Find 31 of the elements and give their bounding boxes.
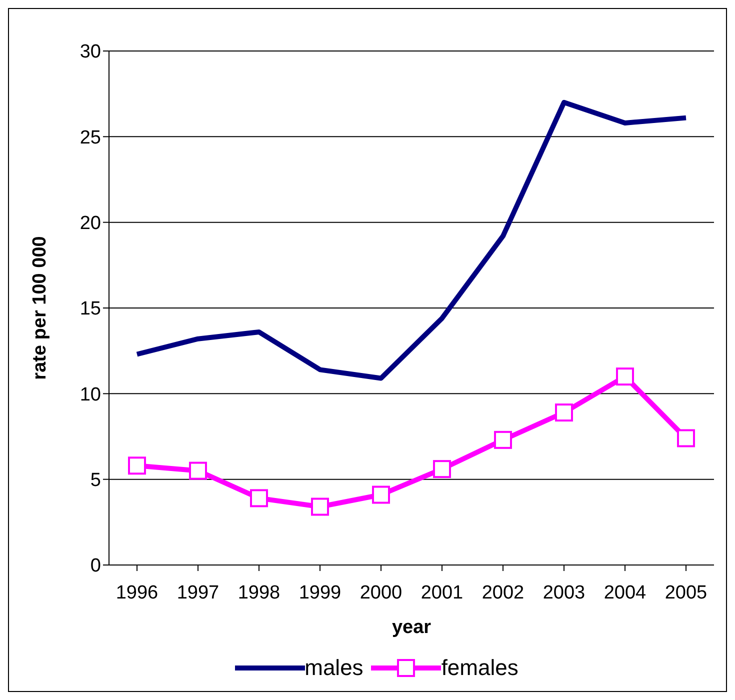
y-tick-label: 0 — [90, 556, 101, 577]
y-tick-label: 15 — [80, 298, 101, 320]
y-tick-label: 30 — [80, 42, 101, 63]
point — [372, 486, 390, 504]
point — [433, 460, 451, 478]
point — [311, 498, 329, 516]
point — [128, 456, 146, 475]
x-axis-title: year — [392, 617, 432, 638]
point — [494, 430, 512, 449]
y-tick-label: 5 — [90, 470, 101, 492]
point — [189, 462, 207, 480]
y-axis-title: rate per 100 000 — [30, 236, 51, 380]
y-tick-label: 20 — [80, 213, 101, 234]
point — [616, 368, 634, 386]
x-tick-label: 2000 — [360, 582, 402, 604]
x-tick-label: 2001 — [420, 582, 464, 604]
point — [555, 404, 573, 422]
x-tick-label: 1999 — [298, 582, 342, 604]
y-tick-label: 25 — [80, 127, 101, 148]
x-tick-label: 1996 — [116, 582, 158, 604]
point — [677, 429, 695, 448]
legend-label: males — [304, 655, 364, 681]
x-tick-label: 2004 — [604, 582, 647, 604]
x-tick-label: 2005 — [664, 582, 708, 604]
point — [250, 489, 268, 508]
x-tick-label: 2003 — [542, 582, 586, 604]
x-tick-label: 1997 — [176, 582, 220, 604]
legend-label: females — [441, 655, 518, 681]
x-tick-label: 1998 — [238, 582, 280, 604]
y-tick-label: 10 — [80, 384, 101, 406]
x-tick-label: 2002 — [482, 582, 524, 604]
